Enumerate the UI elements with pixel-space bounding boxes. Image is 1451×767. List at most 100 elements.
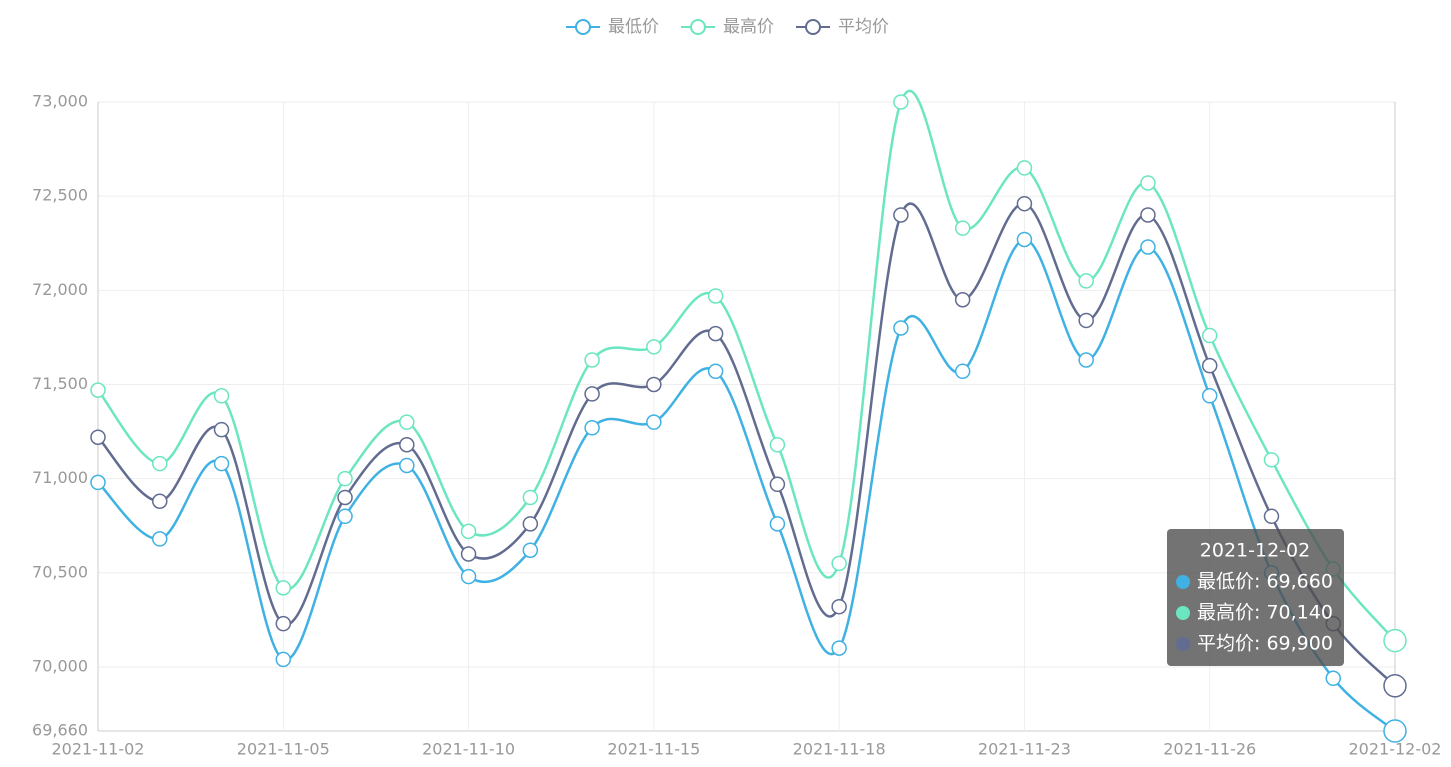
data-point (769, 476, 786, 493)
data-point (707, 363, 724, 380)
legend-label: 最高价 (723, 17, 774, 37)
data-point (522, 489, 539, 506)
legend-icon (805, 19, 821, 35)
data-point (1016, 160, 1033, 176)
data-point (1201, 388, 1218, 404)
y-tick-label: 73,000 (32, 92, 88, 111)
data-point (337, 508, 353, 525)
data-point (90, 382, 106, 398)
data-point (1263, 452, 1280, 468)
data-point (831, 555, 847, 572)
data-point (152, 493, 168, 509)
tooltip-box (1167, 529, 1344, 666)
data-point (707, 288, 724, 304)
legend-icon (575, 19, 591, 35)
data-point (831, 598, 847, 615)
data-point (1140, 175, 1156, 191)
legend-icon (690, 19, 706, 35)
data-point (1016, 195, 1033, 212)
y-tick-label: 71,500 (32, 374, 88, 393)
y-tick-label: 69,660 (32, 721, 88, 740)
x-tick-label: 2021-11-10 (422, 740, 515, 759)
legend-item: 最高价 (681, 17, 774, 37)
data-point (213, 388, 230, 404)
data-point (831, 640, 847, 656)
legend-label: 最低价 (608, 17, 659, 37)
data-point (954, 291, 971, 308)
data-point (707, 325, 724, 342)
tooltip: 2021-12-02 最低价: 69,660 最高价: 70,140 平均价: 69,… (1167, 529, 1344, 666)
data-point (893, 94, 909, 110)
tooltip-item: 平均价: 69,900 (1197, 633, 1333, 655)
data-point (1201, 327, 1218, 344)
tooltip-marker (1176, 575, 1190, 589)
data-point (1140, 239, 1156, 255)
y-tick-label: 70,500 (32, 562, 88, 581)
data-point (1263, 508, 1280, 525)
data-point (954, 220, 971, 236)
legend-item: 平均价 (796, 17, 889, 37)
data-point (1201, 357, 1218, 374)
data-point (275, 580, 292, 596)
series-line (97, 238, 1396, 732)
data-point (337, 489, 353, 506)
data-point (769, 436, 786, 453)
data-point (275, 615, 292, 632)
data-point (90, 474, 106, 491)
data-point (213, 455, 230, 472)
data-point (152, 531, 168, 547)
tooltip-item: 最低价: 69,660 (1197, 571, 1333, 593)
data-point (90, 429, 106, 445)
data-point (522, 516, 539, 532)
data-point (1325, 670, 1341, 687)
data-point (893, 320, 909, 336)
data-point (584, 420, 600, 436)
data-point (1078, 312, 1094, 329)
data-point (1016, 231, 1033, 248)
tooltip-title: 2021-12-02 (1200, 540, 1310, 562)
data-point (213, 421, 230, 438)
data-point (646, 376, 662, 393)
data-point (1383, 674, 1407, 698)
data-point (337, 470, 353, 487)
data-point (399, 457, 415, 474)
tooltip-marker (1176, 606, 1190, 620)
legend-item: 最低价 (566, 17, 659, 37)
legend-label: 平均价 (838, 17, 889, 37)
data-point (584, 352, 600, 368)
series-line (97, 202, 1396, 687)
y-tick-label: 70,000 (32, 656, 88, 675)
data-point (460, 568, 477, 585)
data-point (1078, 352, 1094, 368)
tooltip-item: 最高价: 70,140 (1197, 602, 1333, 624)
data-point (1140, 207, 1156, 223)
data-point (893, 207, 909, 223)
data-point (1383, 719, 1407, 743)
tooltip-marker (1176, 637, 1190, 651)
y-tick-label: 72,500 (32, 186, 88, 205)
data-point (460, 523, 477, 540)
series-line (97, 89, 1396, 642)
data-point (1078, 273, 1094, 289)
data-point (399, 414, 415, 430)
data-point (460, 546, 477, 562)
x-tick-label: 2021-11-15 (607, 740, 700, 759)
y-tick-label: 72,000 (32, 280, 88, 299)
data-point (769, 516, 786, 532)
data-point (646, 339, 662, 355)
data-point (522, 542, 539, 558)
data-point (275, 651, 292, 668)
x-tick-label: 2021-11-02 (52, 740, 145, 759)
data-point (1383, 628, 1407, 653)
x-tick-label: 2021-12-02 (1349, 740, 1442, 759)
x-tick-label: 2021-11-18 (793, 740, 886, 759)
data-point (584, 386, 600, 402)
y-tick-label: 71,000 (32, 468, 88, 487)
x-tick-label: 2021-11-23 (978, 740, 1071, 759)
data-point (152, 455, 168, 472)
data-point (646, 414, 662, 430)
x-tick-label: 2021-11-26 (1163, 740, 1256, 759)
data-point (399, 436, 415, 453)
data-point (954, 363, 971, 380)
